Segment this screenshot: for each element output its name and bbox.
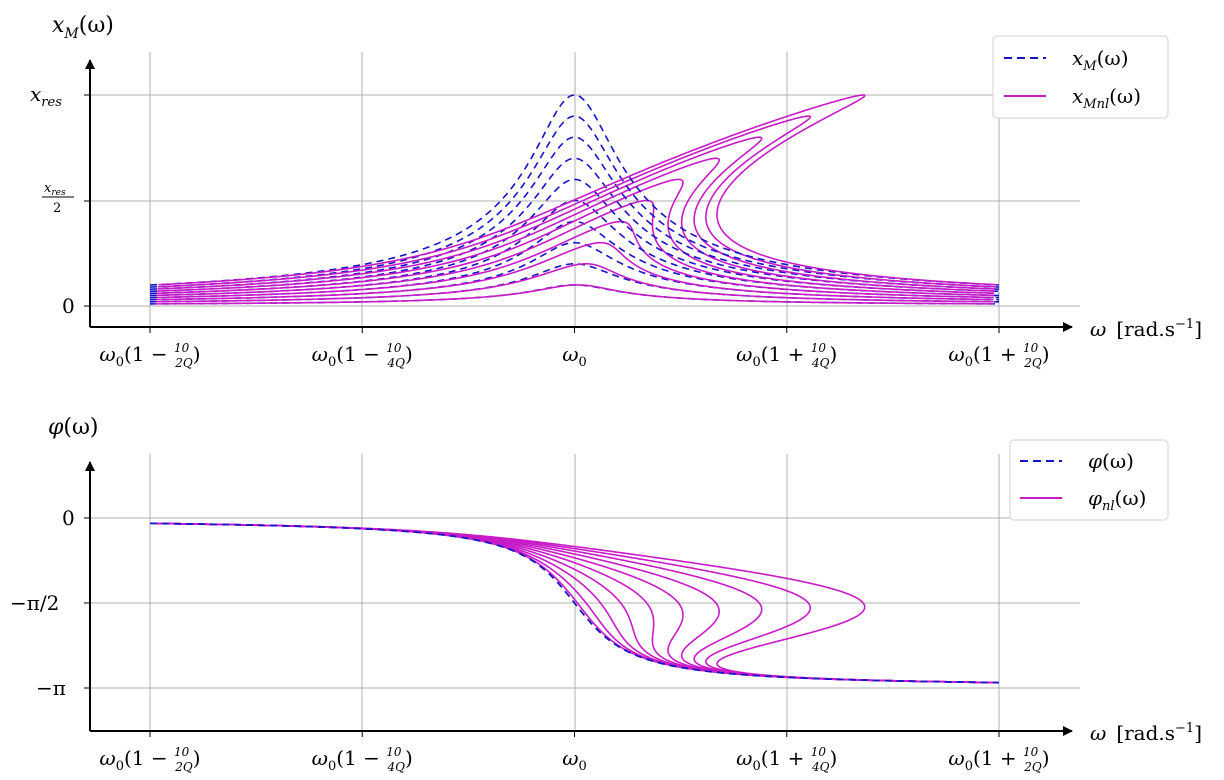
amplitude-nonlinear-curve-9 [157,115,996,288]
bot-y-ticks: 0 −π/2 −π [10,506,90,700]
amplitude-nonlinear-curve-5 [156,199,995,297]
bot-xtick-label-2: ω0 [562,746,587,774]
phase-nonlinear-curve-4 [156,522,994,684]
bot-ytick-zero: 0 [62,506,75,530]
top-xtick-label-3: ω0(1 + 10 4Q) [736,341,837,370]
bot-legend: φ(ω) φnl(ω) [1009,439,1169,521]
phase-nonlinear-curve-3 [155,522,994,684]
phase-nonlinear-curve-5 [156,522,995,684]
amplitude-nonlinear-curve-7 [157,157,995,292]
top-legend-box [992,35,1169,119]
phase-curves [149,522,1000,684]
phase-linear-curve [149,522,1000,684]
amplitude-curves [149,94,1000,305]
top-x-axis-label: ω [rad.s−1] [1090,317,1202,341]
amplitude-nonlinear-curve-10 [158,94,997,286]
phase-nonlinear-curve-8 [157,522,996,684]
amplitude-nonlinear-curve-8 [157,136,996,290]
bot-xtick-label-3: ω0(1 + 10 4Q) [736,745,837,774]
top-x-ticks: ω0(1 − 10 2Q) ω0(1 − 10 4Q) ω0 ω0(1 + 10 4Q) ω0… [99,327,1050,370]
bot-y-axis-label: φ(ω) [48,415,99,440]
bot-ytick-halfpi: −π/2 [10,591,59,615]
amplitude-grid [90,52,1080,327]
bot-ytick-pi: −π [36,676,66,700]
phase-nonlinear-curve-2 [155,522,994,684]
bot-x-ticks: ω0(1 − 10 2Q) ω0(1 − 10 4Q) ω0 ω0(1 + 10 4Q) ω0… [99,731,1050,774]
phase-nonlinear-curve-6 [156,522,995,684]
top-legend-nonlinear-label: xMnl(ω) [1072,84,1141,112]
top-ytick-xres: xres [30,82,62,110]
amplitude-panel: xM(ω) xres xres 2 0 ω0(1 − 10 2Q) ω0(1 − 1… [30,13,1202,370]
top-y-ticks: xres xres 2 0 [30,82,90,318]
bot-xtick-label-0: ω0(1 − 10 2Q) [99,745,200,774]
bot-xtick-label-4: ω0(1 + 10 2Q) [948,745,1049,774]
phase-nonlinear-curve-7 [157,522,995,684]
top-legend-linear-label: xM(ω) [1072,46,1129,74]
phase-nonlinear-curve-10 [158,522,997,684]
top-y-axis-label: xM(ω) [52,13,114,42]
top-xtick-label-2: ω0 [562,342,587,370]
phase-grid [90,454,1080,731]
phase-nonlinear-curve-9 [157,522,996,684]
top-xtick-label-1: ω0(1 − 10 4Q) [312,341,413,370]
bot-legend-nonlinear-label: φnl(ω) [1088,486,1146,514]
bot-x-axis-label: ω [rad.s−1] [1090,721,1202,745]
top-xtick-label-4: ω0(1 + 10 2Q) [948,341,1049,370]
top-xtick-label-0: ω0(1 − 10 2Q) [99,341,200,370]
amplitude-nonlinear-curve-3 [155,241,994,301]
top-ytick-half-denominator: 2 [53,201,61,216]
bot-xtick-label-1: ω0(1 − 10 4Q) [312,745,413,774]
top-ytick-half-numerator: xres [44,181,66,198]
amplitude-nonlinear-curve-1 [155,284,994,305]
amplitude-nonlinear-curve-6 [156,178,995,295]
amplitude-nonlinear-curve-2 [155,263,994,303]
top-ytick-zero: 0 [62,294,75,318]
top-legend: xM(ω) xMnl(ω) [992,35,1169,119]
amplitude-nonlinear-curve-4 [156,220,994,299]
phase-panel: φ(ω) 0 −π/2 −π ω0(1 − 10 2Q) ω0(1 − 10 4Q) ω… [10,415,1202,774]
bot-legend-linear-label: φ(ω) [1088,449,1134,473]
